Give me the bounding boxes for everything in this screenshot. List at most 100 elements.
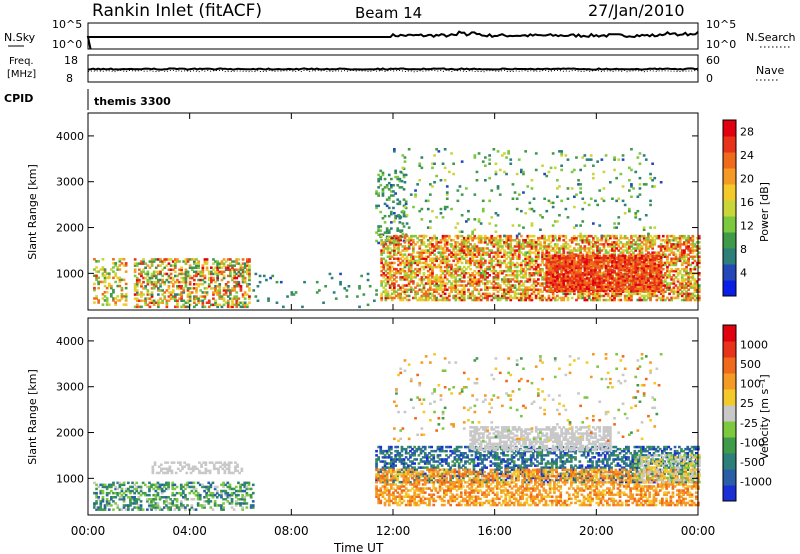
- data-cell: [454, 272, 458, 275]
- data-cell: [496, 274, 500, 277]
- data-cell: [661, 245, 665, 248]
- data-cell: [184, 278, 188, 282]
- data-cell: [568, 262, 572, 266]
- data-cell: [566, 197, 570, 200]
- data-cell: [693, 290, 697, 293]
- data-cell: [112, 297, 115, 300]
- data-cell: [630, 241, 633, 244]
- data-cell: [554, 287, 557, 291]
- data-cell: [551, 277, 555, 280]
- data-cell: [541, 259, 544, 263]
- data-cell: [386, 292, 390, 296]
- data-cell: [509, 296, 513, 300]
- data-cell: [570, 271, 574, 274]
- data-cell: [503, 152, 506, 155]
- data-cell: [140, 270, 143, 274]
- data-cell: [687, 284, 690, 287]
- data-cell: [180, 299, 183, 302]
- data-cell: [407, 261, 411, 265]
- data-cell: [526, 290, 530, 293]
- data-cell: [575, 262, 578, 266]
- data-cell: [448, 280, 451, 283]
- data-cell: [135, 289, 139, 292]
- data-cell: [426, 298, 430, 302]
- data-cell: [623, 262, 627, 266]
- data-cell: [398, 200, 402, 203]
- data-cell: [390, 235, 393, 239]
- data-cell: [477, 296, 481, 300]
- data-cell: [640, 289, 644, 293]
- data-cell: [435, 236, 438, 240]
- data-cell: [226, 268, 230, 271]
- data-cell: [691, 261, 695, 265]
- data-cell: [585, 273, 589, 276]
- data-cell: [645, 287, 648, 291]
- data-cell: [142, 258, 145, 261]
- data-cell: [664, 249, 667, 252]
- data-cell: [674, 284, 678, 287]
- data-cell: [388, 294, 392, 298]
- data-cell: [687, 259, 690, 263]
- data-cell: [680, 294, 684, 298]
- data-cell: [231, 266, 234, 269]
- data-cell: [680, 290, 684, 293]
- data-cell: [649, 296, 652, 300]
- data-cell: [407, 247, 411, 250]
- data-cell: [678, 259, 682, 263]
- data-cell: [395, 290, 398, 293]
- freq-panel: Freq. [MHz] 18 8 60 0 Nave: [7, 54, 784, 85]
- data-cell: [689, 280, 693, 283]
- data-cell: [626, 256, 629, 260]
- data-cell: [445, 282, 449, 285]
- data-cell: [619, 269, 623, 272]
- data-cell: [435, 284, 438, 287]
- data-cell: [396, 202, 400, 206]
- data-cell: [615, 294, 618, 298]
- data-cell: [549, 289, 553, 293]
- data-cell: [207, 278, 211, 282]
- data-cell: [617, 260, 621, 264]
- data-cell: [477, 247, 481, 250]
- data-cell: [564, 247, 568, 250]
- data-cell: [381, 194, 385, 197]
- data-cell: [634, 287, 638, 291]
- data-cell: [462, 236, 466, 240]
- data-cell: [465, 261, 468, 265]
- data-cell: [142, 270, 145, 274]
- data-cell: [566, 281, 570, 284]
- data-cell: [477, 218, 481, 221]
- data-cell: [133, 258, 137, 261]
- data-cell: [498, 296, 502, 300]
- data-cell: [638, 234, 642, 238]
- data-cell: [101, 268, 105, 271]
- data-cell: [515, 276, 519, 279]
- data-cell: [382, 247, 386, 250]
- data-cell: [392, 206, 395, 210]
- freq-trace: [87, 67, 699, 71]
- data-cell: [587, 203, 591, 207]
- data-cell: [573, 256, 576, 260]
- data-cell: [229, 270, 232, 274]
- data-cell: [664, 274, 667, 277]
- data-cell: [441, 282, 445, 285]
- data-cell: [492, 236, 496, 240]
- data-cell: [628, 298, 631, 302]
- data-cell: [653, 234, 657, 238]
- data-cell: [235, 258, 239, 261]
- data-cell: [433, 276, 436, 279]
- data-cell: [547, 264, 551, 268]
- data-cell: [659, 298, 663, 302]
- data-cell: [505, 257, 508, 260]
- data-cell: [628, 296, 631, 300]
- data-cell: [205, 258, 209, 261]
- data-cell: [685, 292, 688, 296]
- data-cell: [649, 245, 652, 248]
- data-cell: [197, 297, 200, 300]
- data-cell: [422, 236, 426, 240]
- data-cell: [539, 236, 542, 240]
- data-cell: [575, 283, 578, 286]
- data-cell: [479, 272, 483, 275]
- data-cell: [602, 279, 606, 282]
- data-cell: [505, 296, 508, 300]
- data-cell: [494, 170, 498, 174]
